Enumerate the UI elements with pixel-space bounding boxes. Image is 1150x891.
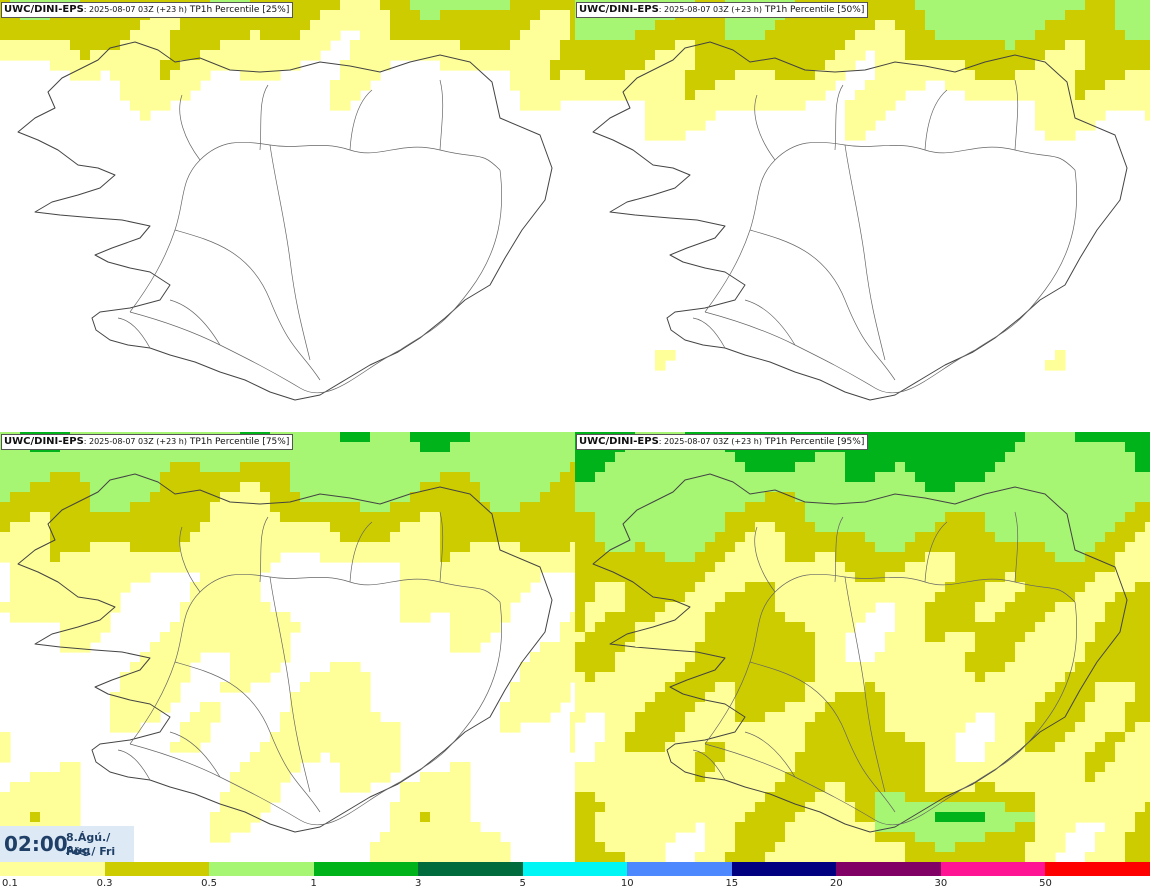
map-panel-p25: UWC/DINI-EPS: 2025-08-07 03Z (+23 h) TP1… [0, 0, 575, 430]
precip-map [0, 432, 575, 862]
field-name: TP1h Percentile [25%] [186, 5, 290, 15]
road-line [974, 601, 1077, 783]
legend-tick-label: 0.3 [96, 878, 113, 889]
model-name: UWC/DINI-EPS [579, 436, 659, 447]
road-line [704, 743, 976, 826]
panel-header: UWC/DINI-EPS: 2025-08-07 03Z (+23 h) TP1… [1, 434, 294, 450]
road-line [129, 743, 401, 826]
road-line [117, 511, 444, 781]
road-line [749, 229, 896, 381]
model-name: UWC/DINI-EPS [4, 436, 84, 447]
road-line [179, 516, 373, 593]
legend-tick-label: 20 [829, 878, 843, 889]
road-line [269, 576, 311, 793]
legend-tick-label: 5 [519, 878, 526, 889]
field-name: TP1h Percentile [95%] [761, 437, 865, 447]
precip-field [0, 0, 575, 121]
model-name: UWC/DINI-EPS [579, 4, 659, 15]
map-panel-p50: UWC/DINI-EPS: 2025-08-07 03Z (+23 h) TP1… [575, 0, 1150, 430]
legend-swatch [313, 862, 419, 876]
run-time: : 2025-08-07 03Z (+23 h) [658, 5, 762, 14]
legend-tick-label: 10 [620, 878, 634, 889]
panel-header: UWC/DINI-EPS: 2025-08-07 03Z (+23 h) TP1… [576, 434, 869, 450]
legend-swatch [522, 862, 628, 876]
valid-time: 02:00 [4, 832, 68, 856]
map-panel-p75: UWC/DINI-EPS: 2025-08-07 03Z (+23 h) TP1… [0, 432, 575, 862]
road-line [704, 311, 976, 394]
valid-date-line1: 8.Ágú./ Aug [66, 831, 111, 857]
road-line [754, 516, 948, 593]
model-name: UWC/DINI-EPS [4, 4, 84, 15]
iceland-coastline [17, 473, 553, 833]
valid-time-box: 02:00 8.Ágú./ Aug Fös./ Fri [0, 826, 134, 862]
legend-swatch [418, 862, 524, 876]
legend-swatch [940, 862, 1046, 876]
legend-tick-label: 0.1 [2, 878, 18, 889]
legend-swatch [0, 862, 106, 876]
precip-map [575, 432, 1150, 862]
road-line [844, 576, 886, 793]
legend-tick-label: 0.5 [201, 878, 218, 889]
field-name: TP1h Percentile [50%] [761, 5, 865, 15]
precip-field [575, 432, 1150, 862]
legend-tick-label: 3 [414, 878, 422, 889]
precip-field [575, 0, 1150, 371]
road-line [399, 601, 502, 783]
road-line [974, 169, 1077, 351]
legend-tick-label: 50 [1039, 878, 1052, 889]
precip-map [0, 0, 575, 401]
iceland-coastline [592, 41, 1128, 401]
road-line [117, 79, 444, 349]
road-line [754, 84, 948, 161]
road-line [692, 511, 1019, 781]
road-line [704, 141, 1076, 313]
road-line [129, 311, 401, 394]
road-line [399, 169, 502, 351]
road-line [174, 661, 321, 813]
map-panel-p95: UWC/DINI-EPS: 2025-08-07 03Z (+23 h) TP1… [575, 432, 1150, 862]
run-time: : 2025-08-07 03Z (+23 h) [83, 5, 187, 14]
panel-header: UWC/DINI-EPS: 2025-08-07 03Z (+23 h) TP1… [576, 2, 869, 18]
run-time: : 2025-08-07 03Z (+23 h) [83, 437, 187, 446]
legend-swatch [731, 862, 837, 876]
road-line [269, 144, 311, 361]
legend-swatch [209, 862, 315, 876]
road-line [179, 84, 373, 161]
legend-tick-label: 1 [310, 878, 317, 889]
road-line [129, 141, 501, 313]
field-name: TP1h Percentile [75%] [186, 437, 290, 447]
iceland-coastline [17, 41, 553, 401]
road-line [844, 144, 886, 361]
legend-tick-label: 30 [934, 878, 948, 889]
legend-tick-label: 15 [725, 878, 739, 889]
legend-swatch [1045, 862, 1150, 876]
road-line [692, 79, 1019, 349]
legend-swatch [836, 862, 942, 876]
road-line [174, 229, 321, 381]
color-legend: 0.1 0.3 0.5 1 3 5 10 15 20 30 50 [0, 862, 1150, 891]
precip-field [0, 432, 575, 862]
road-line [749, 661, 896, 813]
run-time: : 2025-08-07 03Z (+23 h) [658, 437, 762, 446]
legend-swatch [104, 862, 210, 876]
precip-map [575, 0, 1150, 401]
iceland-coastline [592, 473, 1128, 833]
legend-swatch [627, 862, 733, 876]
panel-header: UWC/DINI-EPS: 2025-08-07 03Z (+23 h) TP1… [1, 2, 294, 18]
valid-date-line2: Fös./ Fri [66, 845, 116, 858]
